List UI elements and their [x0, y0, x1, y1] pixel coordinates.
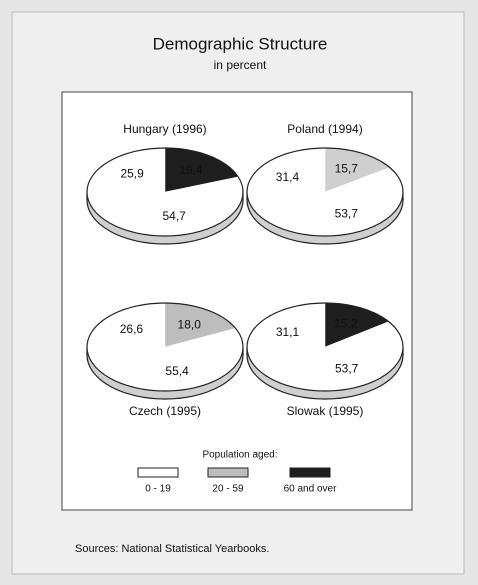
pie-outline — [86, 302, 244, 392]
pie-title: Poland (1994) — [287, 122, 362, 136]
value-label: 31,1 — [276, 325, 300, 339]
value-label: 53,7 — [335, 207, 359, 221]
value-label: 19,4 — [179, 163, 203, 177]
value-label: 15,7 — [335, 162, 359, 176]
legend-label: 20 - 59 — [212, 484, 244, 495]
value-label: 55,4 — [165, 364, 189, 378]
chart-title: Demographic Structure — [153, 34, 328, 53]
legend-swatch — [137, 467, 179, 478]
legend-swatch — [207, 467, 249, 478]
legend-title: Population aged: — [202, 450, 277, 461]
pie-outline — [246, 147, 404, 237]
pie-outline — [246, 302, 404, 392]
chart-subtitle: in percent — [214, 58, 267, 72]
value-label: 15,2 — [334, 317, 358, 331]
pie-title: Czech (1995) — [129, 404, 201, 418]
value-label: 18,0 — [178, 318, 202, 332]
value-label: 26,6 — [120, 322, 144, 336]
value-label: 53,7 — [335, 362, 359, 376]
value-label: 31,4 — [276, 170, 300, 184]
value-label: 25,9 — [120, 167, 144, 181]
legend-label: 60 and over — [284, 484, 337, 495]
value-label: 54,7 — [162, 209, 186, 223]
pie-title: Slowak (1995) — [287, 404, 364, 418]
pie-title: Hungary (1996) — [123, 122, 206, 136]
source-note: Sources: National Statistical Yearbooks. — [75, 543, 269, 555]
legend-label: 0 - 19 — [145, 484, 171, 495]
pie-outline — [86, 147, 244, 237]
legend-swatch — [289, 467, 331, 478]
